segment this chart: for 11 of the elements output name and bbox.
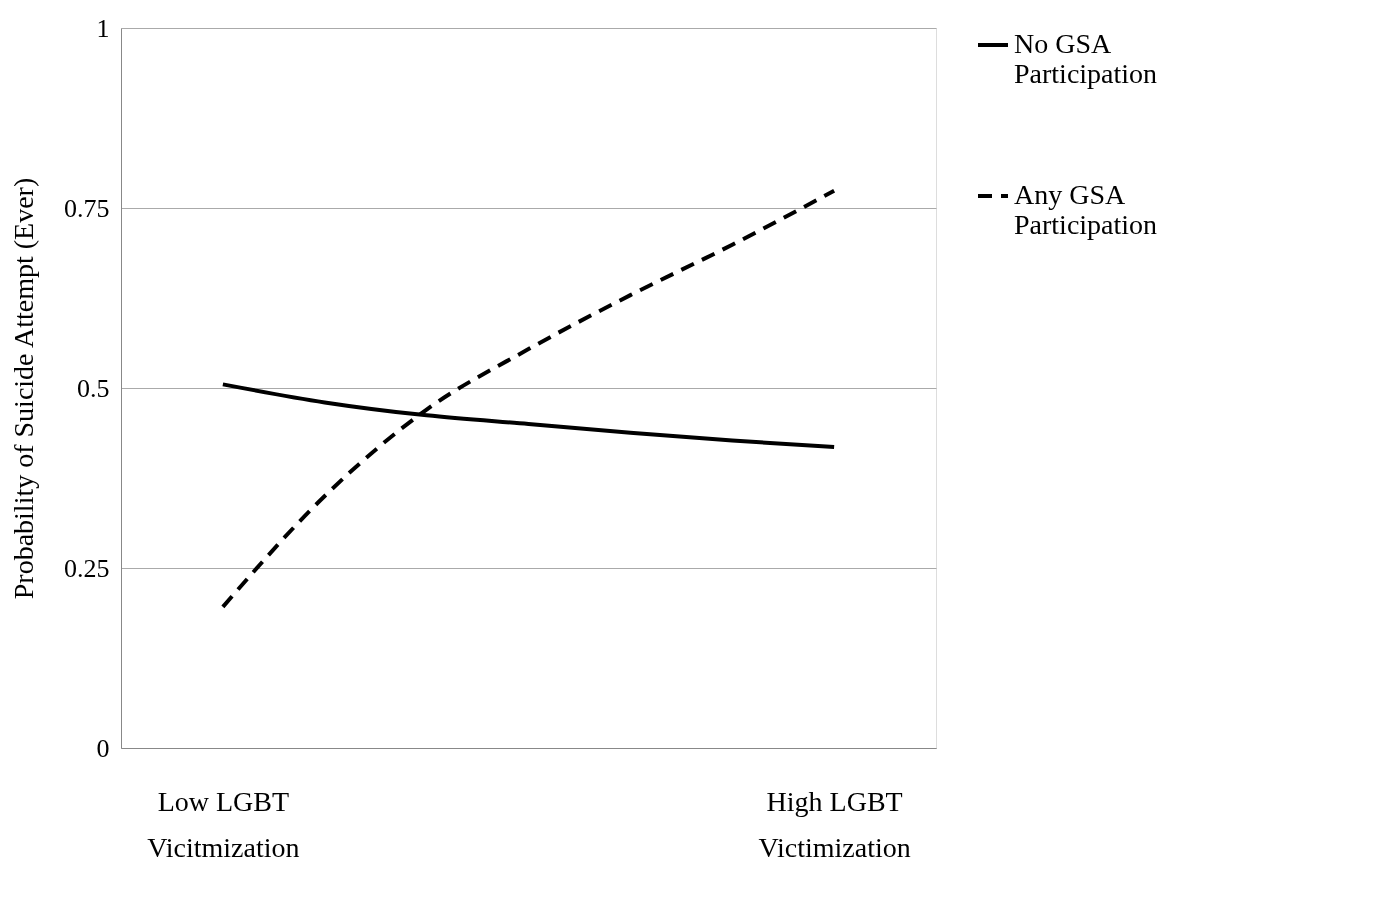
y-tick-label: 0.5: [77, 373, 110, 403]
legend-label: No GSA Participation: [1014, 28, 1158, 89]
y-tick-label: 0.75: [64, 193, 110, 223]
y-tick-label: 0.25: [64, 553, 110, 583]
x-tick-label: High LGBT Victimization: [758, 785, 911, 863]
y-tick-label: 1: [96, 13, 110, 43]
y-axis-title: Probability of Suicide Attempt (Ever): [8, 177, 39, 600]
line-series: [220, 188, 837, 609]
y-tick-label: 0: [96, 733, 110, 763]
legend-label: Any GSA Participation: [1014, 179, 1158, 240]
x-tick-label: Low LGBT Vicitmization: [147, 785, 300, 863]
